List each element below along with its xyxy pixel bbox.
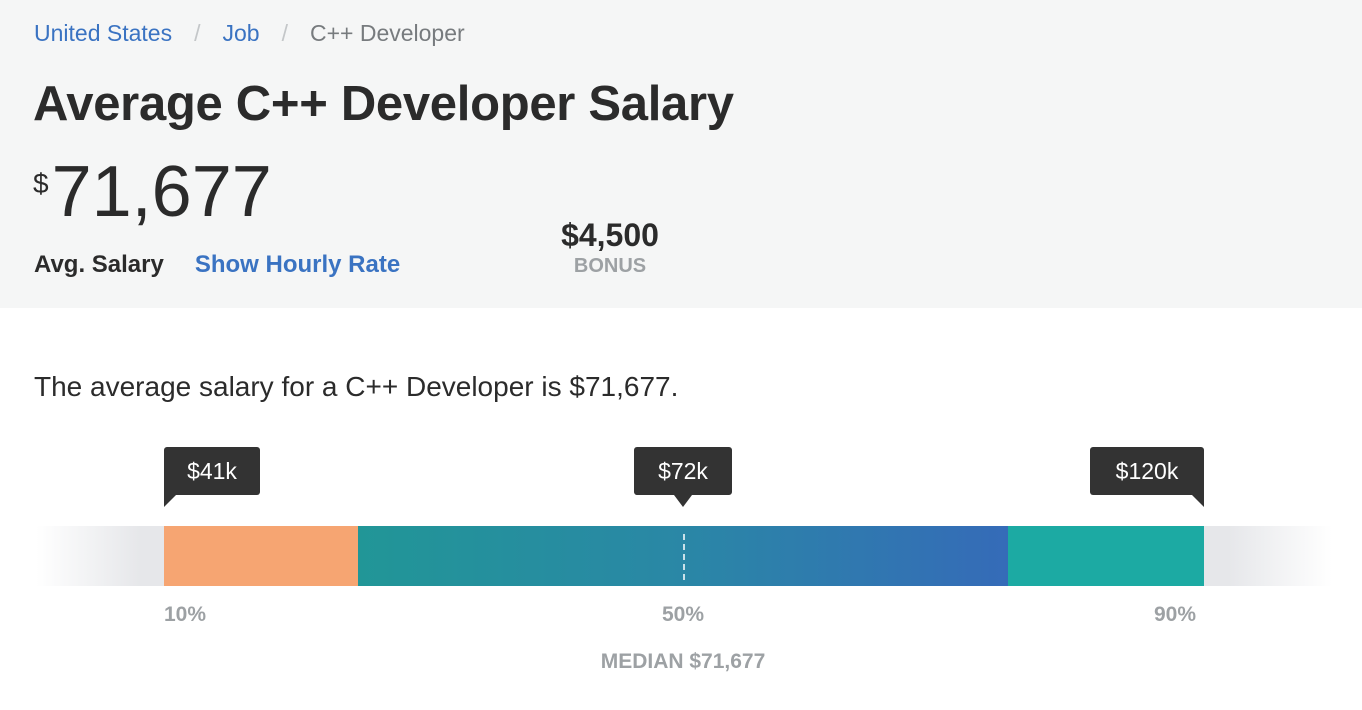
show-hourly-rate-link[interactable]: Show Hourly Rate <box>194 251 401 278</box>
tooltip-median: $72k <box>634 447 732 507</box>
breadcrumb-job[interactable]: Job <box>222 20 260 46</box>
bonus: $4,500 BONUS <box>554 216 666 278</box>
range-segment-high <box>1008 526 1204 586</box>
average-salary: $ 71,677 <box>33 152 272 232</box>
avg-salary-label: Avg. Salary <box>34 251 164 278</box>
median-salary-label: MEDIAN $71,677 <box>600 650 766 673</box>
salary-header: United States / Job / C++ Developer Aver… <box>0 0 1362 308</box>
percentile-10-label: 10% <box>164 603 207 626</box>
breadcrumb-united-states[interactable]: United States <box>34 20 173 46</box>
salary-summary: The average salary for a C++ Developer i… <box>34 371 679 402</box>
breadcrumb: United States / Job / C++ Developer <box>34 20 465 47</box>
bonus-label: BONUS <box>573 255 647 277</box>
percentile-50-label: 50% <box>661 603 705 626</box>
percentile-90-label: 90% <box>1154 603 1197 626</box>
tooltip-10th-percentile: $41k <box>164 447 260 507</box>
salary-currency: $ <box>33 168 49 199</box>
tooltip-90th-percentile: $120k <box>1090 447 1204 507</box>
avg-salary-row: Avg. Salary Show Hourly Rate <box>34 251 400 279</box>
median-marker <box>683 534 685 580</box>
breadcrumb-separator: / <box>281 20 288 46</box>
page-title: Average C++ Developer Salary <box>33 77 734 131</box>
range-segment-low <box>164 526 358 586</box>
breadcrumb-current: C++ Developer <box>309 20 465 46</box>
breadcrumb-separator: / <box>194 20 201 46</box>
bonus-value: $4,500 <box>561 217 659 253</box>
salary-amount: 71,677 <box>51 152 272 232</box>
